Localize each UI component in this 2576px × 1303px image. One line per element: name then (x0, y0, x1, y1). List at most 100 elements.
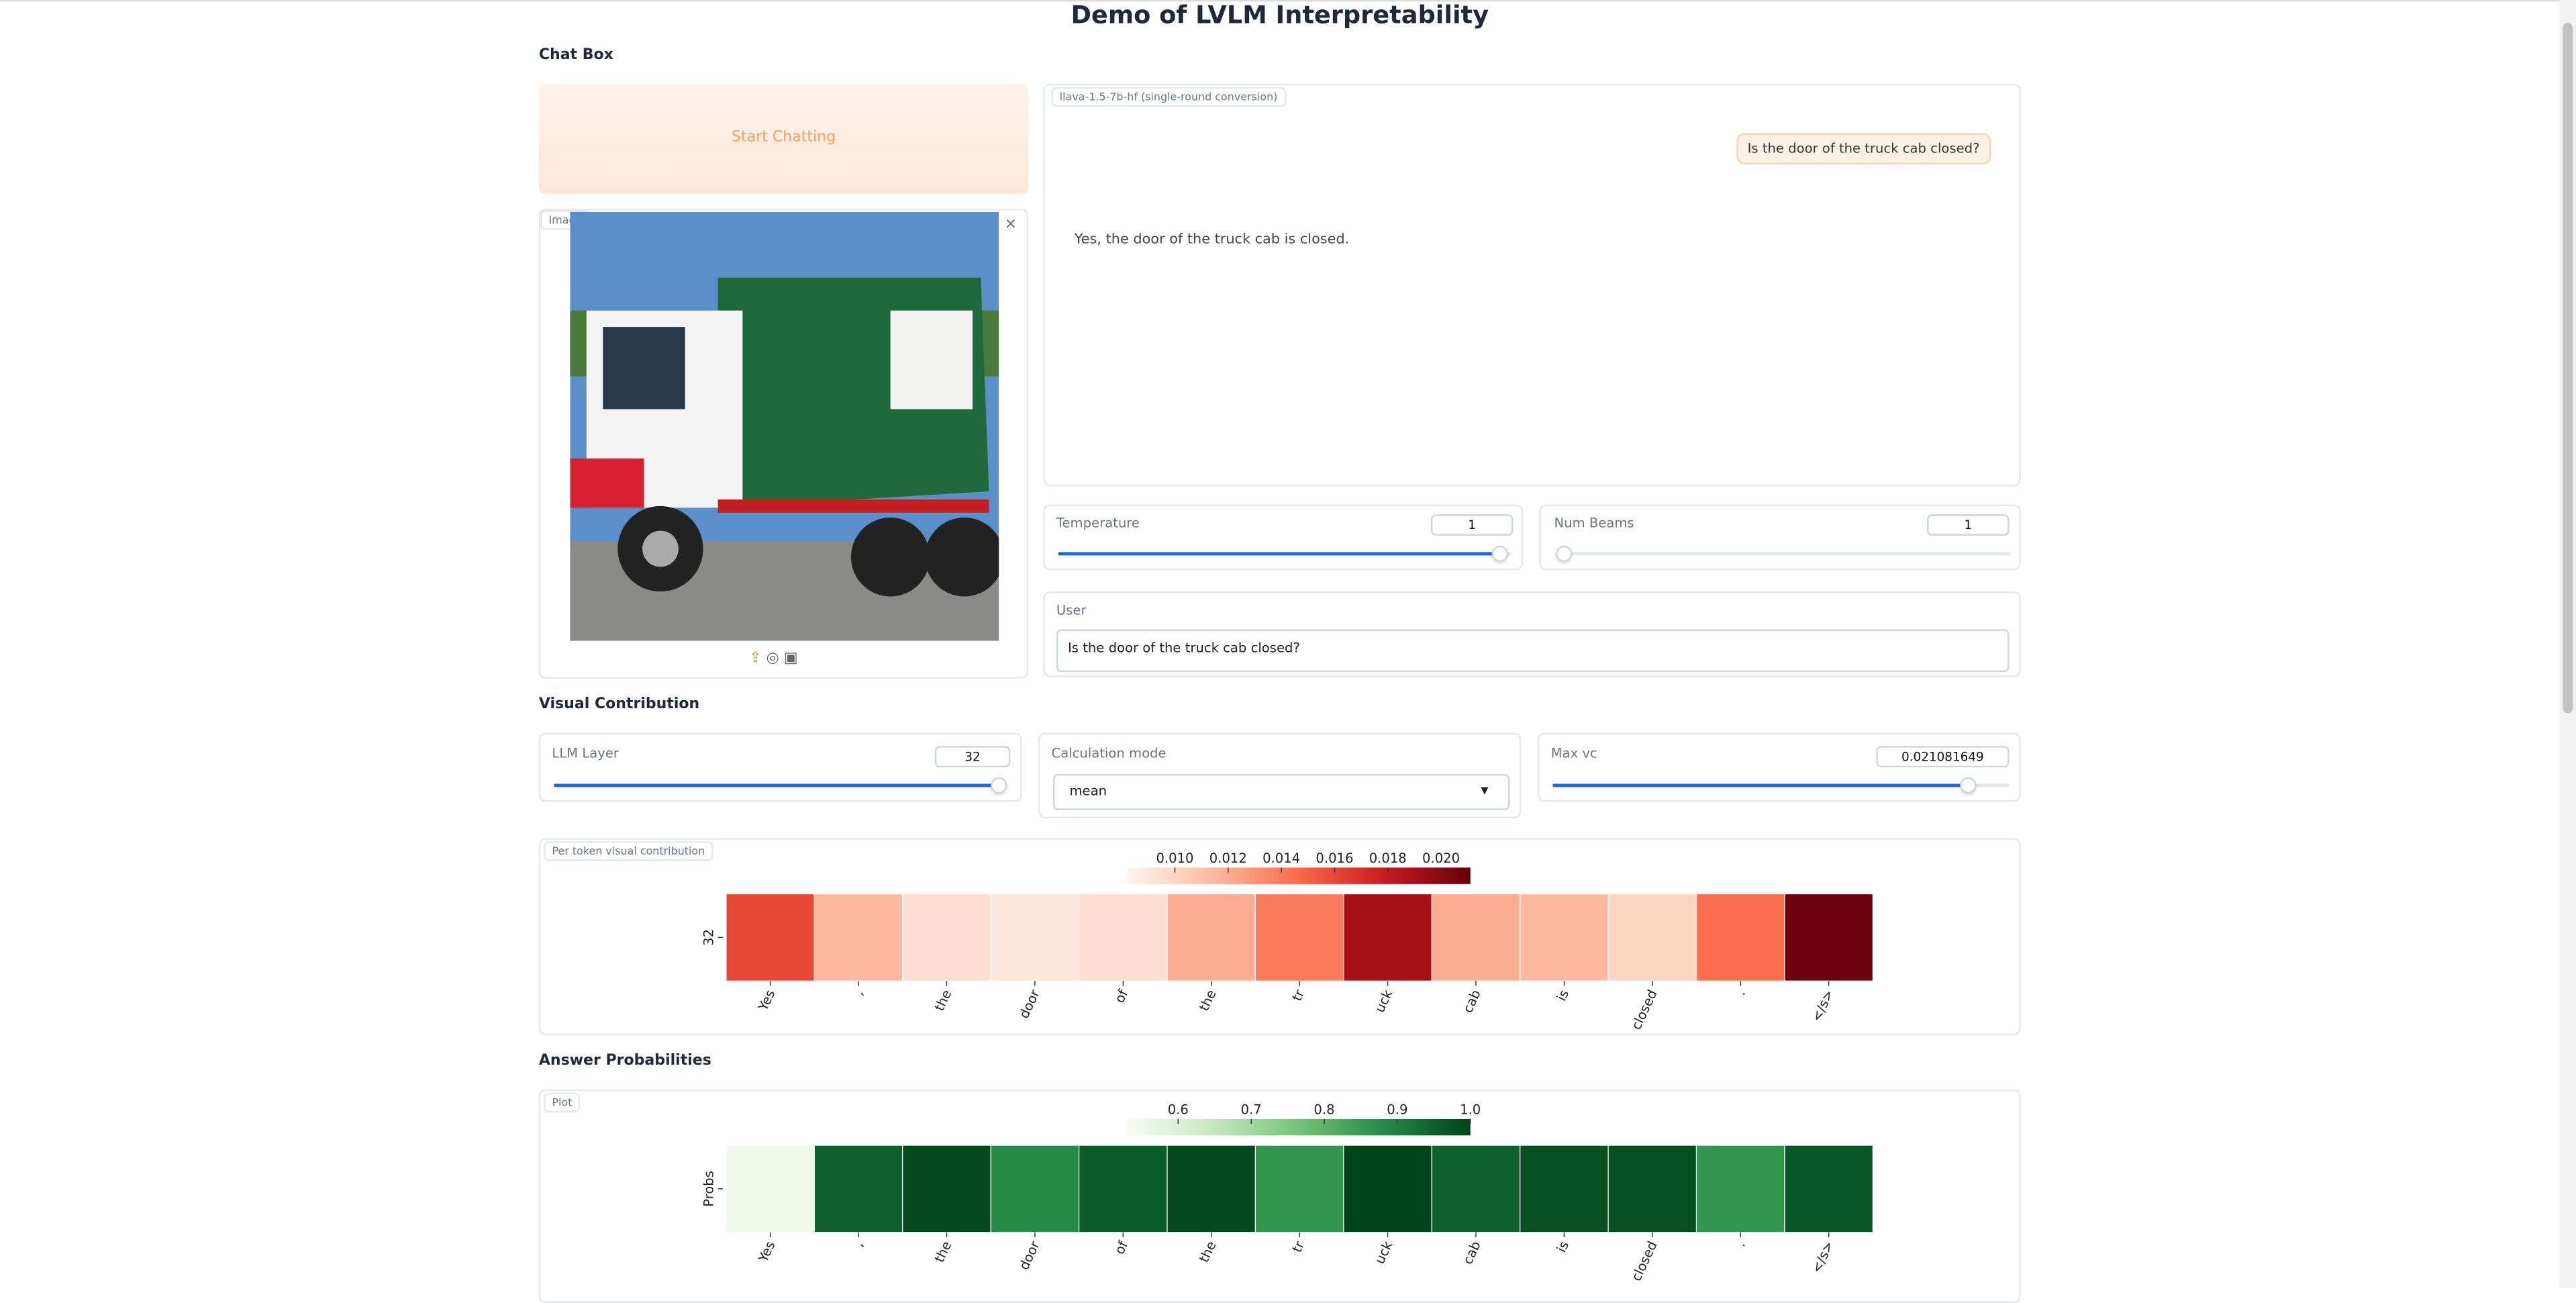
heatmap-cell (1607, 893, 1697, 981)
x-tick-label: closed (1628, 987, 1660, 1032)
x-tick-label: door (1016, 987, 1043, 1021)
heatmap-cell (1695, 893, 1785, 981)
colorbar-tick-label: 1.0 (1460, 1102, 1481, 1118)
heatmap-cell (726, 893, 815, 981)
x-tick-label: the (1196, 1239, 1219, 1265)
colorbar-tick-label: 0.012 (1209, 851, 1247, 866)
user-box: User Is the door of the truck cab closed… (1043, 591, 2021, 677)
number-input[interactable]: 0.021081649 (1876, 746, 2010, 768)
user-message: Is the door of the truck cab closed? (1736, 133, 1991, 164)
number-input[interactable]: 1 (1430, 514, 1514, 536)
colorbar-tick-label: 0.8 (1314, 1102, 1334, 1118)
x-tick-label: closed (1628, 1239, 1660, 1284)
x-tick-label: the (1196, 987, 1219, 1014)
heatmap-cell (813, 1145, 903, 1233)
colorbar-tick-label: 0.6 (1168, 1102, 1189, 1118)
x-tick-label: uck (1372, 987, 1396, 1015)
slider-label: Temperature (1056, 516, 1140, 531)
colorbar-tick-label: 0.7 (1241, 1102, 1262, 1118)
colorbar (1127, 1118, 1471, 1136)
temperature-slider: Temperature 1 (1043, 504, 1524, 571)
x-tick-label: . (1733, 987, 1748, 998)
title: Demo of LVLM Interpretability (1071, 0, 1489, 30)
x-tick-label: cab (1460, 1239, 1484, 1267)
dropdown[interactable]: mean ▼ (1052, 773, 1510, 810)
colorbar-tick-label: 0.010 (1156, 851, 1193, 866)
plot-label: Plot (544, 1092, 581, 1113)
track (553, 783, 1007, 787)
section-label: Answer Probabilities (538, 1053, 711, 1070)
close-icon[interactable]: × (1004, 217, 1018, 234)
x-tick-label: tr (1289, 1238, 1308, 1255)
heatmap-cell (1167, 1145, 1256, 1233)
heatmap-cell (990, 893, 1080, 981)
maxvc-slider: Max vc 0.021081649 (1538, 732, 2021, 802)
number-input[interactable]: 1 (1927, 514, 2010, 536)
heatmap-cell (1254, 1145, 1344, 1233)
x-tick-label: uck (1372, 1239, 1396, 1267)
heatmap-cell (902, 893, 991, 981)
model-label: llava-1.5-7b-hf (single-round conversion… (1051, 87, 1286, 107)
input-label: User (1056, 603, 1087, 618)
row-label: 32 (701, 929, 716, 946)
slider-knob[interactable] (1960, 777, 1977, 794)
x-tick-label: of (1111, 1238, 1131, 1257)
x-tick-label: of (1111, 987, 1131, 1006)
slider-knob[interactable] (1491, 545, 1508, 563)
dropdown-value: mean (1069, 783, 1107, 799)
heatmap-cell (1784, 1145, 1873, 1233)
truck-image (570, 211, 999, 641)
x-tick-label: the (932, 1239, 954, 1265)
heatmap-cell (1078, 1145, 1168, 1233)
number-input[interactable]: 32 (934, 746, 1011, 768)
upload-icons[interactable]: ⇪ ◎ ▣ (749, 650, 798, 667)
slider-knob[interactable] (990, 777, 1007, 794)
scrollbar-thumb (2563, 23, 2573, 714)
track (1058, 552, 1512, 556)
slider-knob[interactable] (1555, 545, 1573, 563)
layer-slider: LLM Layer 32 (538, 732, 1022, 802)
image-panel: Image × ⇪ ◎ ▣ (538, 208, 1029, 679)
textarea[interactable]: Is the door of the truck cab closed? (1056, 629, 2010, 673)
dropdown-label: Calculation mode (1051, 746, 1167, 761)
x-tick-label: cab (1460, 987, 1484, 1016)
x-tick-label: tr (1289, 987, 1308, 1004)
track (1557, 552, 2011, 556)
heatmap-cell (1254, 893, 1344, 981)
beams-slider: Num Beams 1 (1539, 504, 2021, 571)
mode-dropdown: Calculation mode mean ▼ (1038, 732, 1522, 818)
x-tick-label: , (850, 1239, 866, 1249)
heatmap-cell (990, 1145, 1080, 1233)
colorbar-tick-label: 0.014 (1262, 851, 1300, 866)
x-tick-label: </s> (1809, 987, 1837, 1024)
x-tick-label: Yes (755, 987, 779, 1014)
heatmap-cell (902, 1145, 991, 1233)
section-label: Chat Box (538, 47, 613, 64)
start-button[interactable]: Start Chatting (538, 83, 1029, 194)
x-tick-label: Yes (755, 1239, 779, 1265)
heatmap-cell (1431, 893, 1521, 981)
plot-label: Per token visual contribution (544, 841, 713, 861)
x-tick-label: the (932, 987, 954, 1014)
colorbar (1127, 867, 1471, 884)
heatmap-cell (1607, 1145, 1697, 1233)
heatmap-cell (1078, 893, 1168, 981)
heatmap-cell (813, 893, 903, 981)
x-tick-label: , (850, 987, 866, 998)
heatmap-cell (1343, 1145, 1432, 1233)
heatmap-cell (1520, 1145, 1609, 1233)
top-border (0, 0, 2576, 2)
heatmap-cell (1784, 893, 1873, 981)
row-label: Probs (701, 1171, 716, 1207)
chatbot-panel: llava-1.5-7b-hf (single-round conversion… (1043, 83, 2021, 487)
heatmap-cell (726, 1145, 815, 1233)
bot-message: Yes, the door of the truck cab is closed… (1074, 232, 1350, 248)
heatmap-cell (1695, 1145, 1785, 1233)
colorbar-tick-label: 0.9 (1387, 1102, 1407, 1118)
section-label: Visual Contribution (538, 696, 700, 714)
slider-label: Max vc (1550, 746, 1597, 761)
colorbar-tick-label: 0.018 (1369, 851, 1407, 866)
